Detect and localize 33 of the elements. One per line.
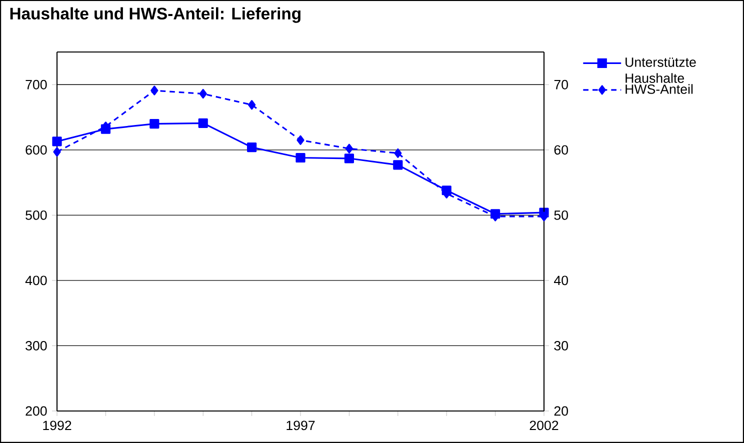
y-tick-label: 700: [26, 80, 47, 90]
point: [393, 160, 403, 170]
y2-tick-label: 70: [554, 80, 568, 90]
y-tick-label: 400: [25, 276, 47, 286]
y-tick-label: 300: [26, 341, 47, 350]
point: [248, 100, 256, 110]
y2-tick-label: 40: [554, 276, 568, 286]
point: [247, 142, 257, 152]
y-tick-label: 600: [26, 145, 47, 155]
point: [540, 212, 548, 222]
y2-tick-label: 60: [554, 145, 568, 155]
point: [394, 148, 402, 158]
point: [52, 136, 62, 146]
point: [296, 152, 306, 163]
x-tick-label: 1992: [43, 420, 72, 430]
point: [199, 88, 207, 99]
y2-tick-label: 20: [554, 406, 568, 416]
point: [150, 86, 158, 96]
legend-label: Unterstützte Haushalte: [626, 58, 696, 83]
y-tick-label: 500: [26, 210, 47, 220]
point: [150, 119, 160, 129]
point: [345, 144, 354, 154]
legend-label: HWS-Anteil: [626, 84, 693, 94]
y-tick-label: 200: [26, 406, 47, 416]
y2-tick-label: 50: [554, 210, 568, 220]
point: [344, 154, 354, 164]
x-tick-label: 1997: [286, 420, 315, 430]
point: [296, 135, 304, 145]
chart-title: Haushalte und HWS-Anteil: Liefering: [10, 7, 300, 23]
point: [198, 118, 208, 128]
x-tick-label: 2002: [530, 420, 558, 430]
point: [53, 147, 61, 157]
y2-tick-label: 30: [554, 341, 568, 350]
